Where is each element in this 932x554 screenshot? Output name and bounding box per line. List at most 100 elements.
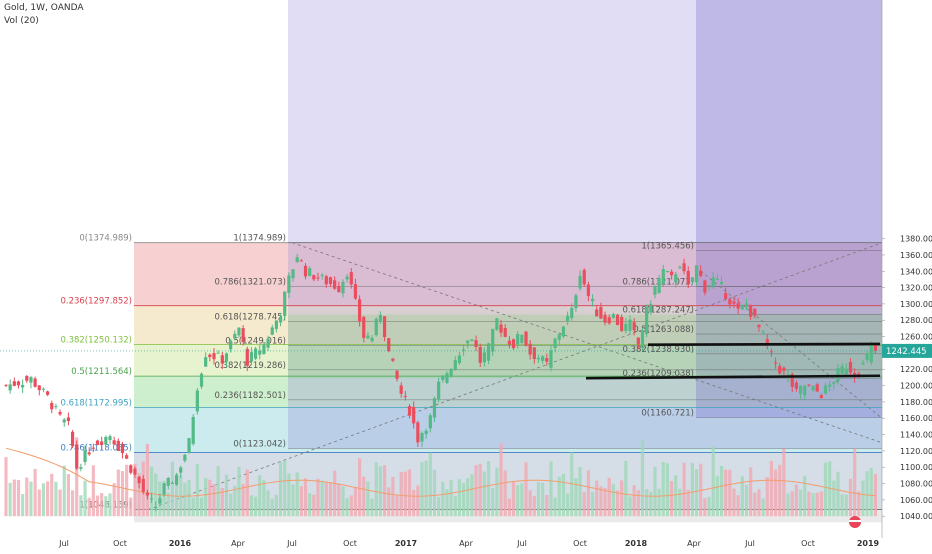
candle-body	[807, 384, 811, 386]
candle-body	[25, 375, 29, 381]
candle-body	[511, 339, 516, 349]
candle-body	[840, 366, 844, 374]
volume-bar	[58, 489, 62, 517]
fib-zone-1	[134, 242, 882, 306]
volume-bar	[670, 481, 674, 517]
fib-zone-1	[134, 376, 882, 408]
volume-bar	[732, 488, 736, 517]
volume-bar	[674, 475, 678, 517]
volume-bar	[37, 489, 41, 517]
volume-bar	[337, 483, 341, 517]
volume-bar	[8, 482, 12, 517]
candle-body	[125, 455, 129, 459]
candle-body	[291, 269, 295, 279]
volume-bar	[462, 483, 466, 517]
candle-body	[636, 337, 640, 345]
volume-bar	[819, 491, 823, 517]
candle-body	[674, 274, 678, 283]
fib-label: 0.786(1321.073)	[214, 278, 286, 288]
candle-body	[208, 354, 212, 358]
volume-bar	[645, 489, 649, 517]
volume-bar	[324, 482, 328, 517]
volume-bar	[91, 465, 95, 517]
trend-line	[291, 242, 883, 444]
candle-body	[520, 334, 524, 343]
volume-bar	[457, 479, 462, 517]
volume-bar	[416, 485, 420, 517]
fib-label: 0.618(1172.995)	[60, 399, 132, 409]
volume-bar	[249, 495, 254, 517]
candle-body	[174, 475, 179, 485]
candle-body	[129, 465, 133, 473]
candles	[4, 253, 881, 512]
symbol-label: Gold, 1W, OANDA	[4, 3, 84, 13]
candle-body	[753, 308, 757, 316]
volume-bar	[403, 471, 407, 517]
volume-bar	[516, 485, 520, 517]
volume-bar	[836, 471, 840, 517]
volume-bar	[437, 497, 441, 517]
fib-green-zone	[288, 314, 882, 379]
volume-bar	[370, 498, 374, 517]
candle-body	[220, 355, 224, 364]
volume-bar	[774, 469, 778, 517]
volume-bar	[861, 480, 865, 517]
candle-body	[87, 452, 91, 455]
volume-bar	[308, 493, 312, 517]
candle-body	[416, 422, 420, 443]
volume-bar	[711, 446, 715, 517]
volume-bar	[170, 461, 174, 517]
volume-bar	[790, 491, 794, 517]
volume-bar	[694, 469, 699, 517]
volume-bar	[166, 492, 170, 517]
candle-body	[162, 483, 166, 495]
volume-bar	[611, 484, 615, 517]
candle-body	[320, 274, 324, 276]
volume-bar	[470, 474, 474, 517]
candle-body	[179, 467, 183, 473]
y-tick-label: 1340.000	[900, 267, 932, 276]
volume-bar	[50, 473, 54, 517]
volume-bar	[428, 452, 432, 517]
volume-bar	[362, 476, 366, 517]
candle-body	[620, 317, 624, 332]
candle-body	[803, 385, 807, 396]
y-tick-label: 1080.000	[900, 480, 932, 489]
volume-bar	[703, 498, 707, 517]
volume-bar	[749, 467, 753, 517]
time-axis: Jul Oct 2016 Apr Jul Oct 2017 Apr Jul Oct 2018 Apr J…	[0, 516, 932, 550]
volume-bar	[832, 480, 836, 517]
candle-body	[761, 331, 765, 333]
candle-body	[649, 303, 653, 313]
volume-bar	[657, 488, 661, 517]
volume-bar	[254, 496, 258, 517]
fib-box-3	[696, 0, 882, 418]
volume-bar	[395, 495, 399, 517]
candle-body	[195, 390, 199, 412]
volume-bar	[316, 478, 320, 517]
candle-body	[29, 377, 33, 383]
candle-body	[491, 329, 495, 352]
candle-body	[316, 277, 320, 279]
volume-bar	[566, 493, 570, 517]
candle-body	[774, 362, 778, 364]
volume-bar	[486, 461, 491, 517]
candle-body	[104, 437, 108, 445]
candle-body	[478, 347, 482, 363]
volume-bar	[12, 479, 16, 517]
volume-bar	[574, 478, 578, 517]
x-tick-label: Oct	[343, 539, 357, 548]
candle-body	[41, 388, 46, 390]
volume-bar	[387, 487, 391, 517]
candle-body	[391, 358, 395, 361]
candle-body	[719, 281, 724, 285]
candle-body	[570, 307, 574, 319]
candle-body	[374, 318, 378, 336]
fib-label: 0.618(1287.247)	[622, 305, 694, 315]
candle-body	[108, 436, 112, 441]
candle-body	[70, 431, 75, 447]
y-tick-label: 1320.000	[900, 284, 932, 293]
candle-body	[744, 303, 749, 308]
